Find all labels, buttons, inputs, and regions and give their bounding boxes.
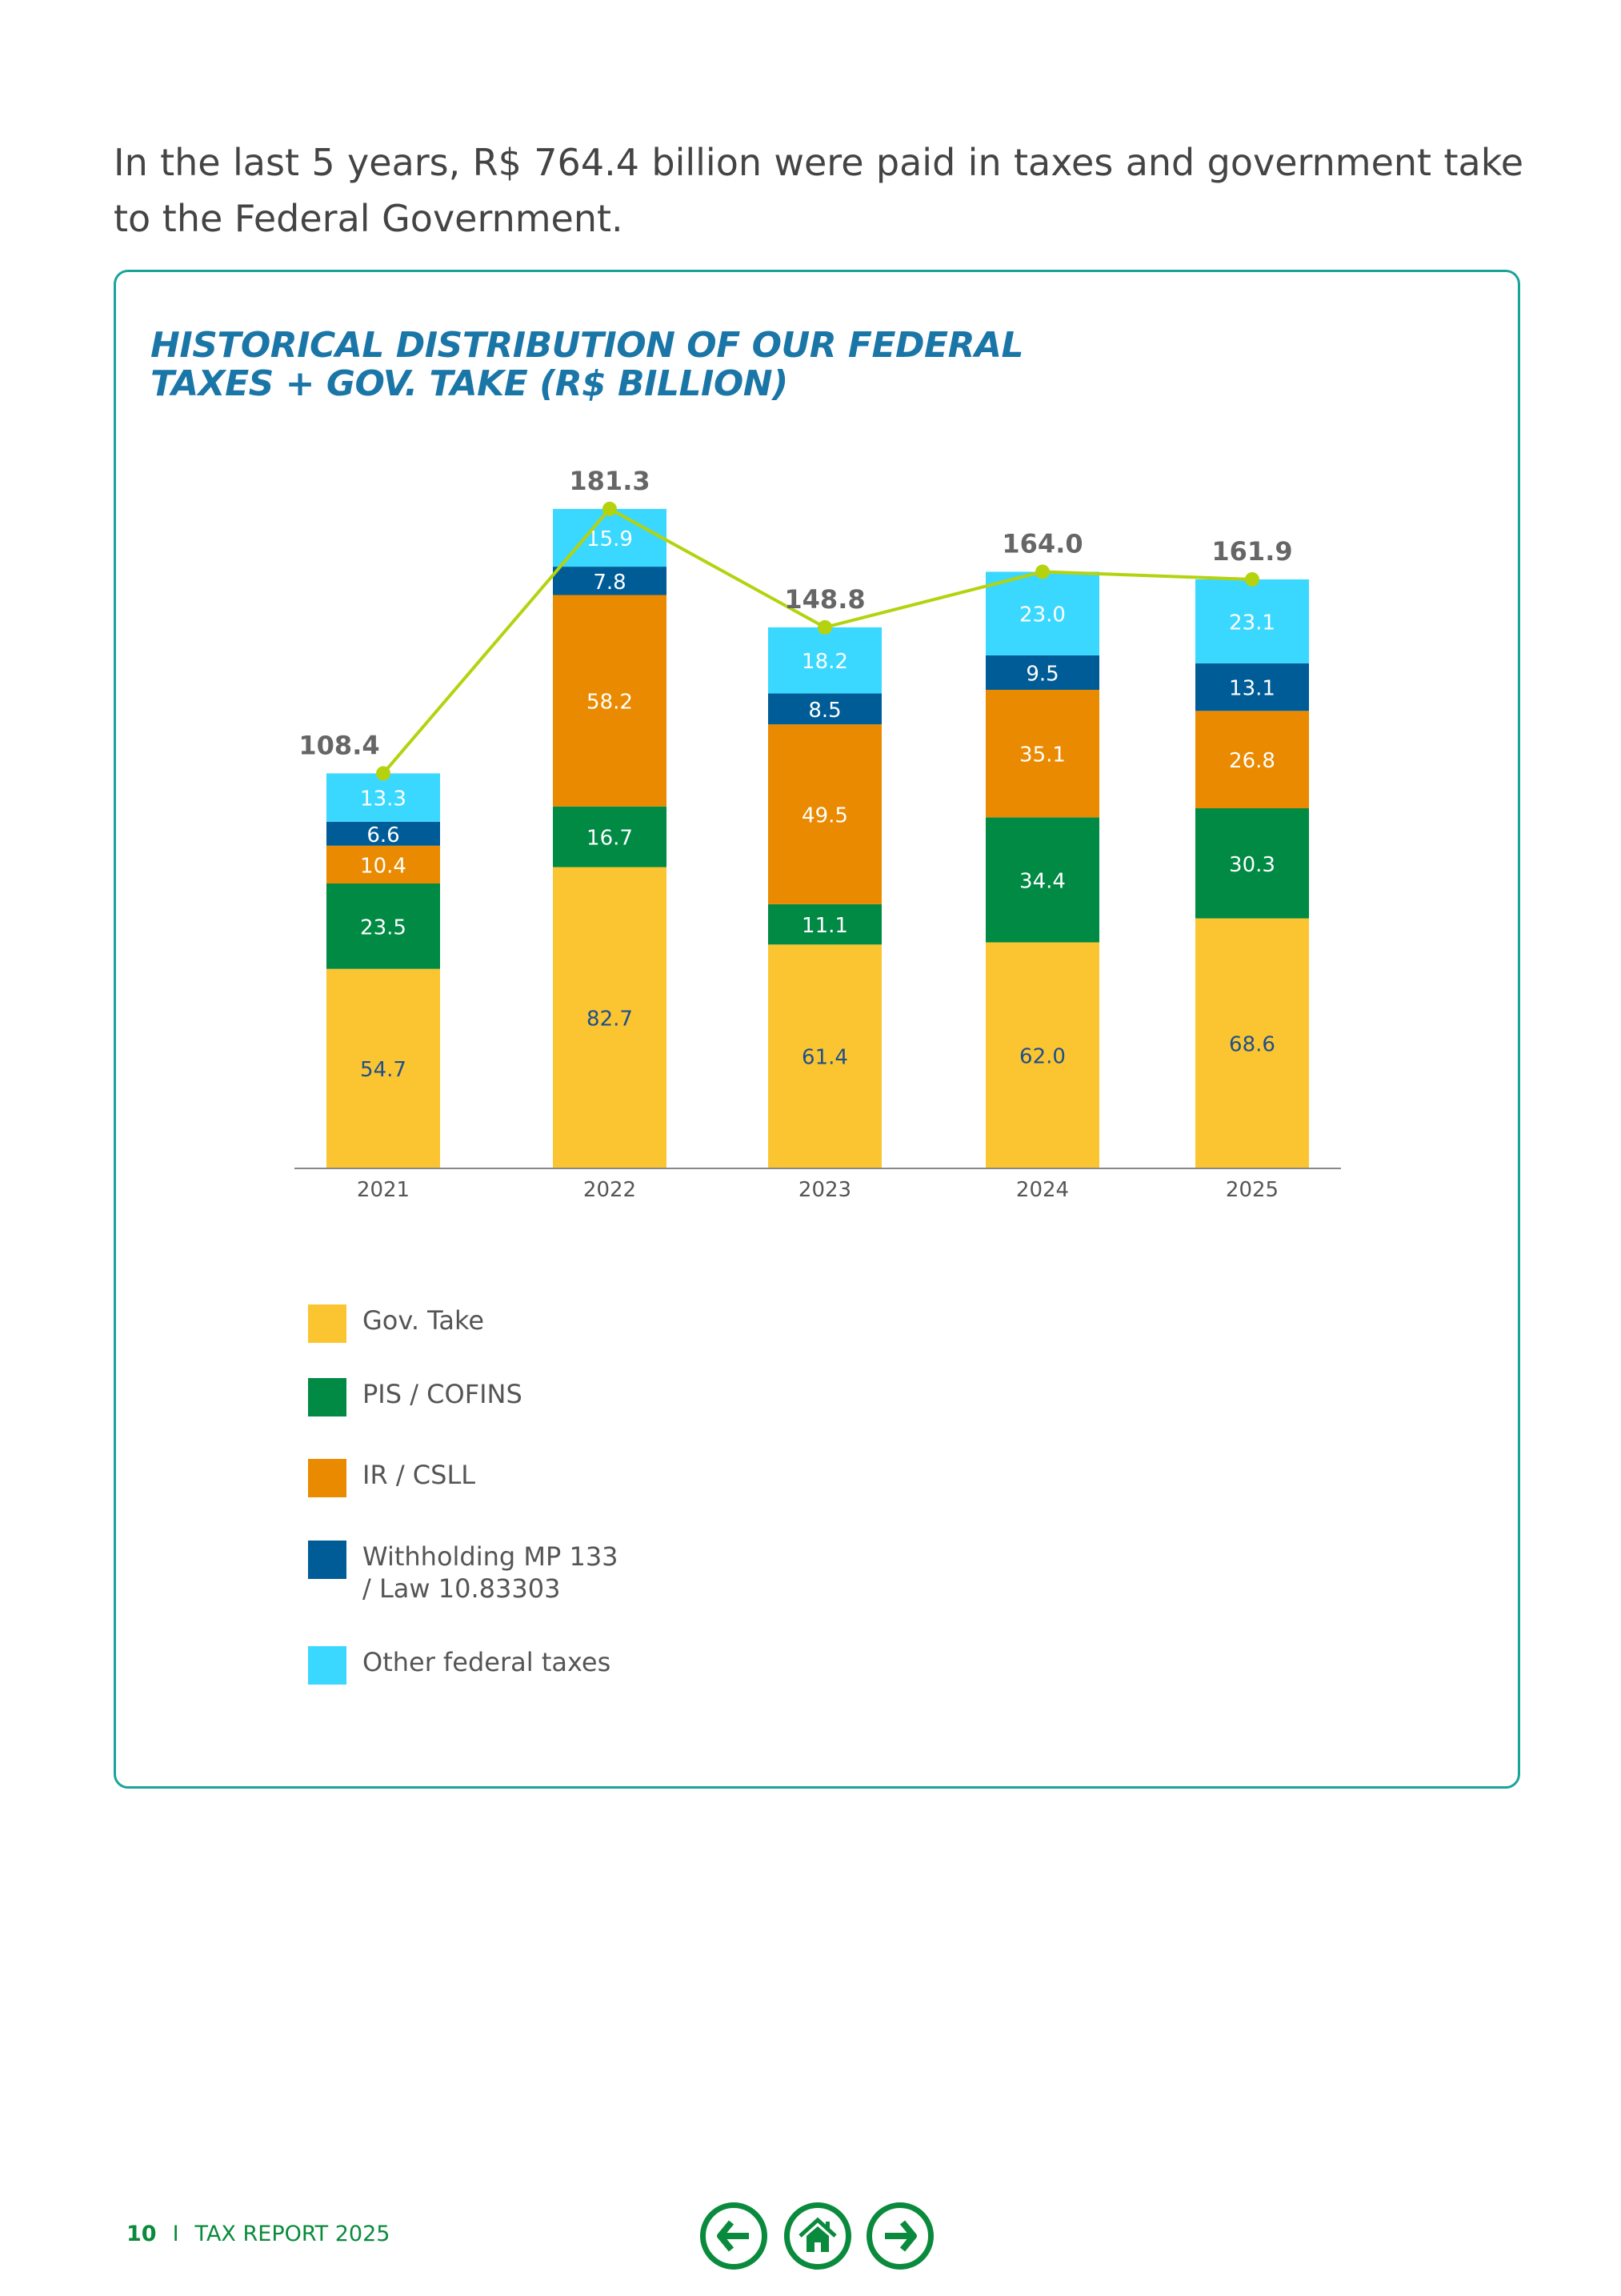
- bar-segment: [768, 693, 882, 725]
- bar-segment: [768, 724, 882, 904]
- data-label: 13.3: [360, 787, 406, 811]
- data-label: 7.8: [593, 571, 626, 595]
- data-label: 23.1: [1229, 611, 1275, 635]
- data-label: 68.6: [1229, 1032, 1275, 1056]
- arrow-left-icon: [717, 2220, 749, 2252]
- stacked-bar-chart: 54.7 23.5 10.4 6.6 13.3 2021 82.7 16.7 58.2 7.8 15…: [294, 466, 1341, 1202]
- bar-segment: [1195, 579, 1309, 663]
- intro-paragraph: In the last 5 years, R$ 764.4 billion we…: [114, 141, 1523, 240]
- data-label: 58.2: [586, 691, 633, 715]
- data-label: 35.1: [1019, 743, 1066, 767]
- data-label: 62.0: [1019, 1044, 1066, 1068]
- home-icon: [798, 2217, 837, 2252]
- legend-swatch: [308, 1378, 346, 1416]
- total-point: [602, 501, 617, 516]
- total-label: 108.4: [298, 730, 379, 760]
- data-label: 49.5: [802, 803, 848, 827]
- data-label: 23.0: [1019, 603, 1066, 627]
- x-tick-label: 2024: [1016, 1178, 1069, 1202]
- previous-page-button[interactable]: [700, 2202, 767, 2270]
- legend-swatch: [308, 1304, 346, 1343]
- legend-swatch: [308, 1646, 346, 1685]
- report-title: TAX REPORT 2025: [194, 2222, 390, 2246]
- data-label: 16.7: [586, 827, 633, 851]
- data-label: 13.1: [1229, 677, 1275, 701]
- bar-segment: [986, 817, 1099, 943]
- total-label: 164.0: [1002, 528, 1083, 559]
- legend-label: PIS / COFINS: [362, 1379, 522, 1409]
- data-label: 8.5: [808, 699, 841, 723]
- legend-item: PIS / COFINS: [308, 1378, 698, 1416]
- chart-card: [114, 270, 1520, 1789]
- total-label: 161.9: [1211, 536, 1292, 567]
- legend-item: Gov. Take: [308, 1304, 698, 1343]
- chart-title: HISTORICAL DISTRIBUTION OF OUR FEDERAL T…: [150, 325, 1024, 404]
- bar-segment: [553, 806, 666, 868]
- total-label: 148.8: [784, 584, 865, 615]
- data-label: 9.5: [1026, 662, 1059, 686]
- next-page-button[interactable]: [867, 2202, 934, 2270]
- data-label: 26.8: [1229, 749, 1275, 773]
- bar-segment: [326, 968, 440, 1168]
- total-point: [818, 619, 832, 635]
- bar-segment: [326, 821, 440, 846]
- bar-segment: [1195, 711, 1309, 808]
- data-label: 6.6: [366, 823, 399, 847]
- legend-label: Other federal taxes: [362, 1647, 611, 1677]
- total-point: [1035, 564, 1050, 579]
- bar-segment: [1195, 918, 1309, 1168]
- legend-swatch: [308, 1541, 346, 1579]
- legend-item: Other federal taxes: [308, 1646, 698, 1685]
- legend-label: Gov. Take: [362, 1305, 485, 1336]
- bar-segment: [1195, 663, 1309, 711]
- x-tick-label: 2025: [1226, 1178, 1279, 1202]
- bar-segment: [986, 689, 1099, 818]
- data-label: 15.9: [586, 527, 633, 551]
- bar-segment: [768, 627, 882, 694]
- legend-label: IR / CSLL: [362, 1460, 476, 1490]
- legend-label: Withholding MP 133 / Law 10.83303: [362, 1541, 618, 1604]
- arrow-right-icon: [885, 2220, 917, 2252]
- bar-segment: [553, 867, 666, 1168]
- data-label: 18.2: [802, 650, 848, 674]
- data-label: 82.7: [586, 1007, 633, 1031]
- bar-segment: [326, 773, 440, 822]
- legend-item: Withholding MP 133 / Law 10.83303: [308, 1541, 698, 1605]
- bar-segment: [1195, 807, 1309, 919]
- x-tick-label: 2021: [357, 1178, 410, 1202]
- x-tick-label: 2022: [583, 1178, 636, 1202]
- bar-segment: [986, 571, 1099, 655]
- footer-separator: I: [172, 2222, 179, 2246]
- total-label: 181.3: [569, 466, 650, 496]
- data-label: 54.7: [360, 1058, 406, 1082]
- data-label: 23.5: [360, 916, 406, 940]
- bar-segment: [768, 944, 882, 1168]
- x-tick-label: 2023: [798, 1178, 851, 1202]
- footer: 10 I TAX REPORT 2025: [126, 2222, 390, 2246]
- legend-swatch: [308, 1459, 346, 1497]
- legend-item: IR / CSLL: [308, 1459, 698, 1497]
- data-label: 11.1: [802, 914, 848, 938]
- data-label: 34.4: [1019, 869, 1066, 893]
- data-label: 30.3: [1229, 853, 1275, 877]
- bar-segment: [553, 595, 666, 807]
- total-point: [376, 766, 390, 781]
- data-label: 10.4: [360, 854, 406, 878]
- bar-segment: [326, 883, 440, 969]
- bar-segment: [553, 508, 666, 567]
- page-number: 10: [126, 2222, 157, 2246]
- bar-segment: [553, 567, 666, 595]
- bar-segment: [986, 942, 1099, 1168]
- bar-segment: [768, 904, 882, 945]
- home-button[interactable]: [784, 2202, 851, 2270]
- bar-segment: [326, 845, 440, 884]
- bar-segment: [986, 655, 1099, 690]
- data-label: 61.4: [802, 1046, 848, 1070]
- total-point: [1245, 571, 1259, 587]
